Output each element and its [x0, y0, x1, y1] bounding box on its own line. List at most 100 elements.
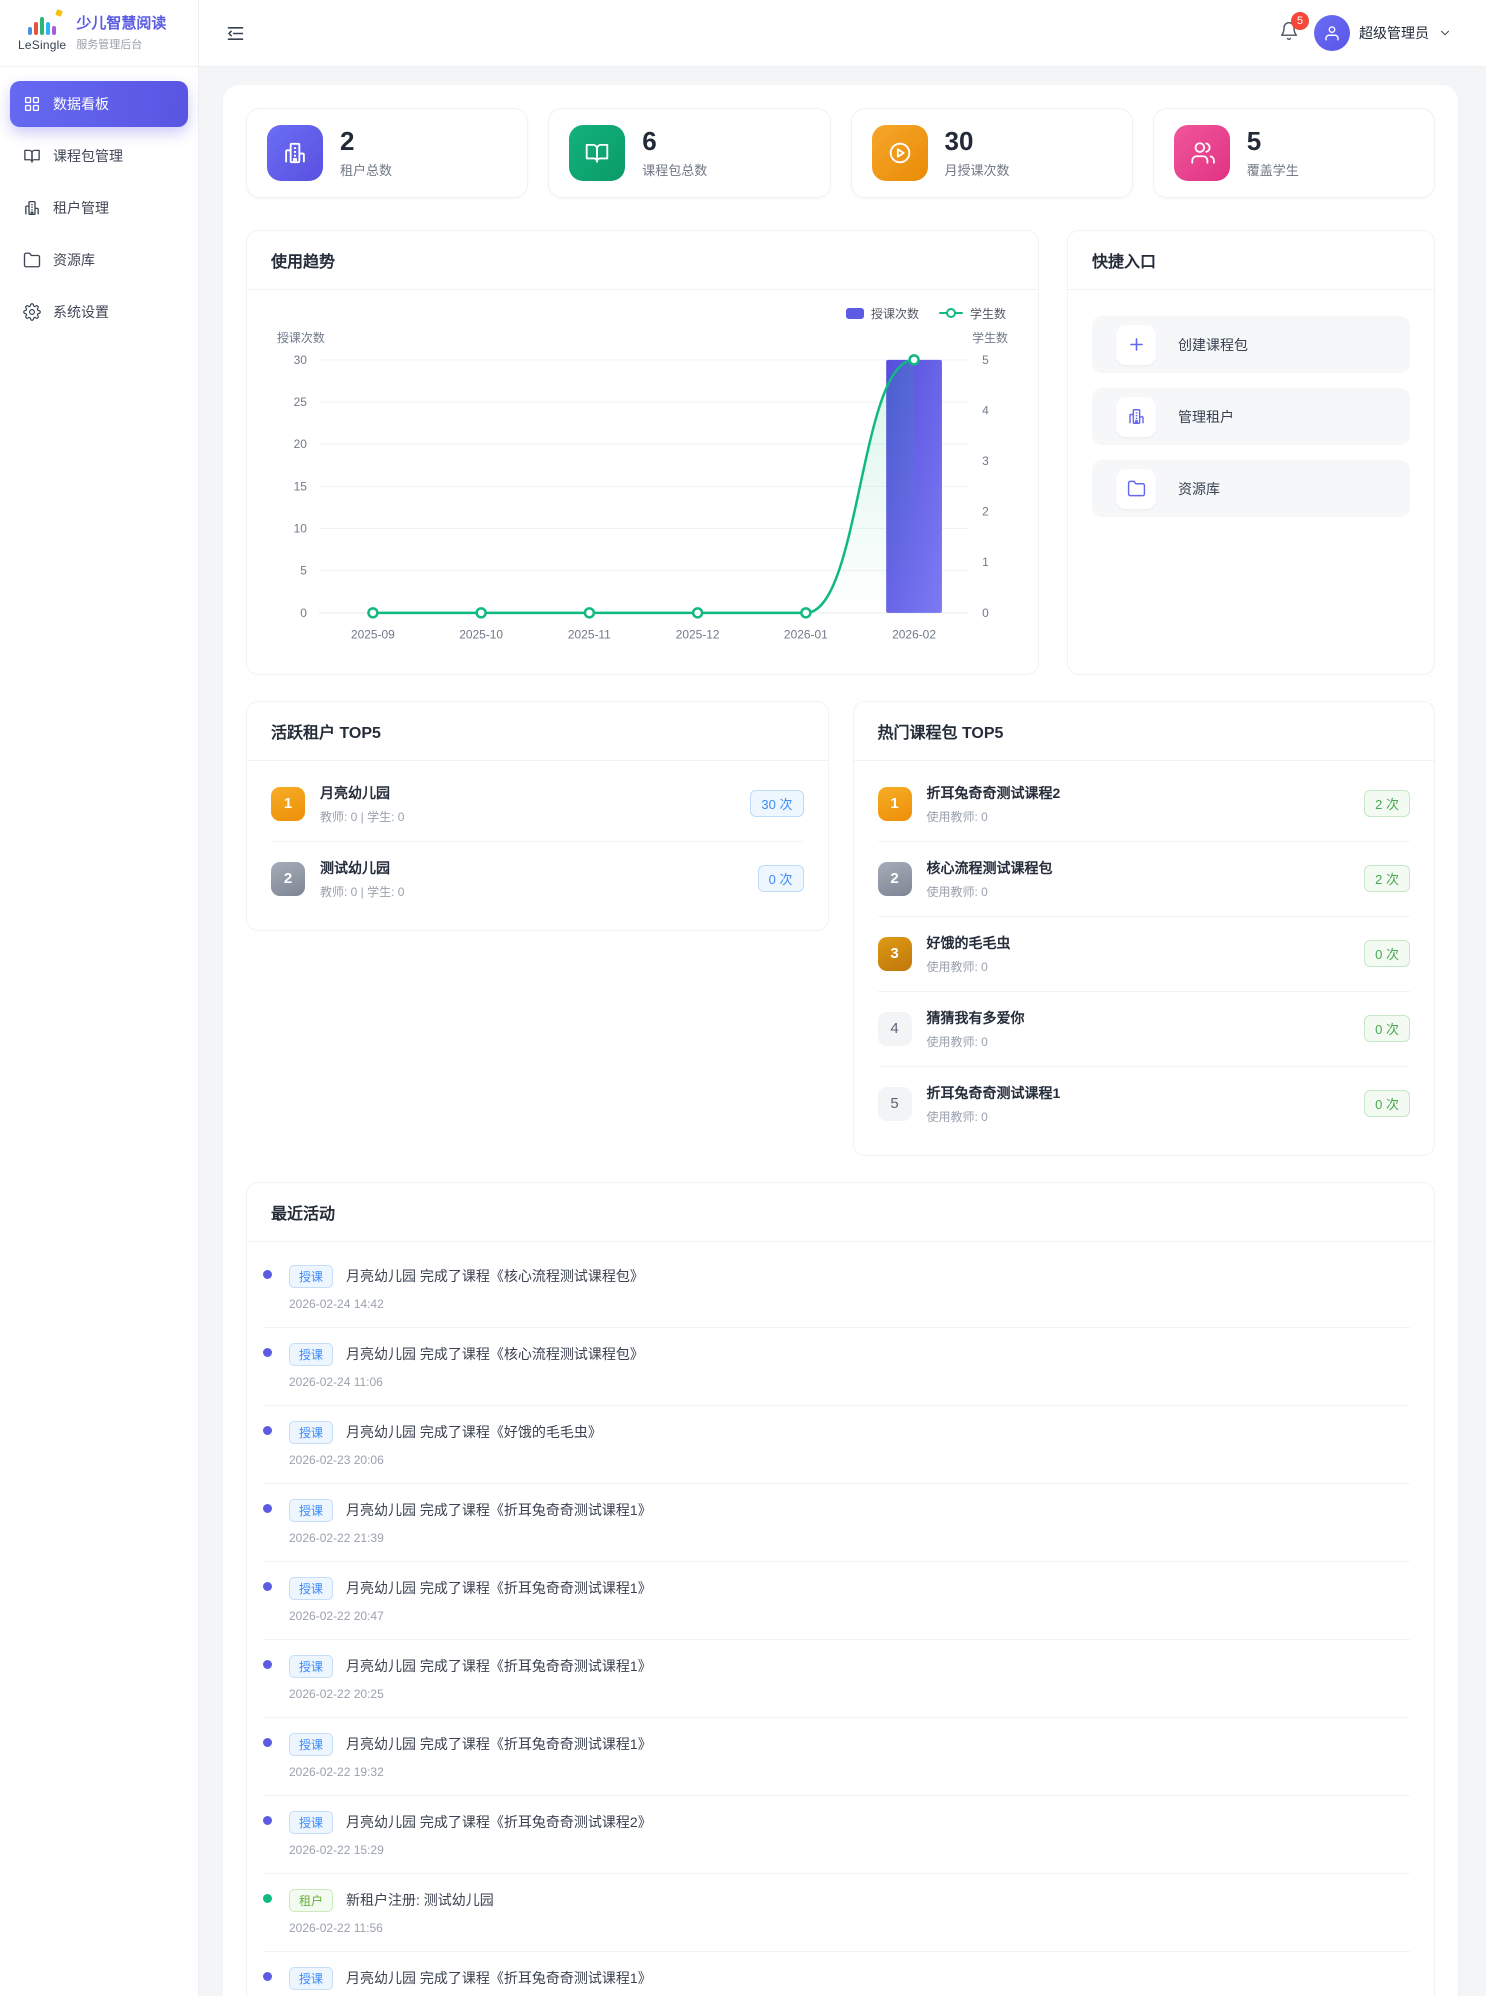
usage-trend-card: 使用趋势 授课次数 学生数 0 5 10 15 20 25 30 0 1 2 3 4 5 授课次数 学生数 2…	[246, 230, 1039, 675]
activity-time: 2026-02-23 20:06	[289, 1452, 384, 1467]
activity-time: 2026-02-24 11:06	[289, 1374, 383, 1389]
activity-text: 月亮幼儿园 完成了课程《折耳兔奇奇测试课程1》	[346, 1502, 652, 1519]
activity-time: 2026-02-22 15:29	[289, 1842, 384, 1857]
collapse-icon	[227, 26, 244, 40]
book-icon	[24, 149, 40, 163]
active-tenants-list: 1 月亮幼儿园 教师: 0 | 学生: 0 30 次 2 测试幼儿园 教师: 0 | 学生:…	[247, 761, 828, 930]
play-icon	[871, 125, 928, 181]
activity-dot	[263, 1269, 272, 1279]
quick-item-manage-tenants[interactable]: 管理租户	[1092, 388, 1410, 445]
usage-count-chip: 0 次	[1364, 1015, 1410, 1043]
rank-name: 折耳兔奇奇测试课程1	[926, 1084, 1061, 1101]
usage-trend-chart: 0 5 10 15 20 25 30 0 1 2 3 4 5 授课次数 学生数 2025-09 2025-10 2…	[277, 330, 1008, 642]
activity-text: 月亮幼儿园 完成了课程《折耳兔奇奇测试课程1》	[346, 1658, 652, 1675]
svg-text:2025-10: 2025-10	[459, 628, 503, 642]
quick-item-create-course[interactable]: 创建课程包	[1092, 316, 1410, 373]
stats-row: 2 租户总数 6 课程包总数	[246, 108, 1435, 198]
sidebar-item-label: 课程包管理	[53, 148, 123, 164]
stat-card-monthly-lessons: 30 月授课次数	[850, 108, 1133, 198]
activity-tag: 授课	[289, 1576, 334, 1600]
activity-text: 月亮幼儿园 完成了课程《好饿的毛毛虫》	[346, 1424, 602, 1441]
usage-count-chip: 30 次	[750, 790, 804, 818]
hot-courses-card: 热门课程包 TOP5 1 折耳兔奇奇测试课程2 使用教师: 0 2 次 2 核心流程测试课…	[852, 700, 1435, 1156]
stat-card-courses: 6 课程包总数	[548, 108, 831, 198]
course-row: 5 折耳兔奇奇测试课程1 使用教师: 0 0 次	[877, 1067, 1410, 1141]
sidebar-item-dashboard[interactable]: 数据看板	[10, 81, 188, 127]
quick-item-label: 创建课程包	[1178, 336, 1248, 353]
rank-meta: 使用教师: 0	[926, 884, 988, 899]
activity-dot	[263, 1737, 272, 1747]
activity-time: 2026-02-24 14:42	[289, 1296, 384, 1311]
top-bar: 5 超级管理员	[199, 0, 1486, 67]
chart-legend: 授课次数 学生数	[269, 302, 1016, 324]
activity-row: 授课 月亮幼儿园 完成了课程《折耳兔奇奇测试课程1》 2026-02-22 20:2…	[263, 1640, 1410, 1718]
activity-tag: 授课	[289, 1654, 334, 1678]
quick-item-resources[interactable]: 资源库	[1092, 460, 1410, 517]
app-title: 少儿智慧阅读	[76, 14, 167, 32]
activity-tag: 授课	[289, 1420, 334, 1444]
svg-text:0: 0	[982, 606, 989, 620]
gear-icon	[23, 303, 41, 321]
svg-text:2025-09: 2025-09	[351, 628, 395, 642]
recent-activity-title: 最近活动	[247, 1183, 1434, 1242]
course-row: 3 好饿的毛毛虫 使用教师: 0 0 次	[877, 917, 1410, 992]
svg-text:4: 4	[982, 403, 989, 417]
legend-item-students: 学生数	[938, 305, 1006, 322]
lesingle-logo: LeSingle	[18, 8, 66, 52]
usage-count-chip: 0 次	[1364, 940, 1410, 968]
rank-badge: 5	[877, 1086, 912, 1121]
user-menu[interactable]: 超级管理员	[1314, 15, 1452, 51]
activity-dot	[263, 1815, 272, 1825]
sidebar-collapse-button[interactable]	[225, 23, 246, 44]
activity-tag: 授课	[289, 1264, 334, 1288]
sidebar-item-resources[interactable]: 资源库	[10, 237, 188, 283]
sidebar-item-tenants[interactable]: 租户管理	[10, 185, 188, 231]
app-subtitle: 服务管理后台	[76, 38, 143, 51]
stat-value: 30	[944, 125, 974, 156]
activity-dot	[263, 1503, 272, 1513]
sidebar: LeSingle 少儿智慧阅读 服务管理后台 数据看板 课程包管理 租户管理	[0, 0, 199, 1996]
svg-text:15: 15	[294, 479, 308, 493]
activity-time: 2026-02-22 20:25	[289, 1686, 384, 1701]
rank-badge: 1	[877, 786, 912, 821]
activity-text: 月亮幼儿园 完成了课程《折耳兔奇奇测试课程1》	[346, 1970, 652, 1987]
activity-row: 授课 月亮幼儿园 完成了课程《核心流程测试课程包》 2026-02-24 11:06	[263, 1328, 1410, 1406]
rank-meta: 使用教师: 0	[926, 809, 988, 824]
activity-row: 授课 月亮幼儿园 完成了课程《折耳兔奇奇测试课程1》 2026-02-22 21:3…	[263, 1484, 1410, 1562]
course-row: 4 猜猜我有多爱你 使用教师: 0 0 次	[877, 992, 1410, 1067]
rank-badge: 2	[271, 861, 305, 896]
rank-name: 猜猜我有多爱你	[926, 1009, 1025, 1026]
svg-text:10: 10	[294, 521, 308, 535]
stat-label: 覆盖学生	[1246, 163, 1299, 179]
sidebar-item-course-packages[interactable]: 课程包管理	[10, 133, 188, 179]
recent-activity-list: 授课 月亮幼儿园 完成了课程《核心流程测试课程包》 2026-02-24 14:42…	[247, 1242, 1434, 1996]
rank-name: 好饿的毛毛虫	[926, 934, 1011, 951]
folder-icon	[23, 252, 41, 268]
rank-name: 核心流程测试课程包	[926, 859, 1053, 876]
rank-meta: 教师: 0 | 学生: 0	[320, 884, 405, 899]
course-row: 1 折耳兔奇奇测试课程2 使用教师: 0 2 次	[877, 767, 1410, 842]
tenant-row: 2 测试幼儿园 教师: 0 | 学生: 0 0 次	[271, 842, 804, 916]
stat-card-tenants: 2 租户总数	[246, 108, 529, 198]
quick-entry-card: 快捷入口 创建课程包	[1067, 230, 1435, 675]
rank-meta: 使用教师: 0	[926, 959, 988, 974]
rank-badge: 4	[877, 1011, 912, 1046]
rank-badge: 3	[877, 936, 912, 971]
rank-meta: 教师: 0 | 学生: 0	[320, 809, 405, 824]
svg-text:2026-01: 2026-01	[784, 628, 828, 642]
activity-text: 月亮幼儿园 完成了课程《核心流程测试课程包》	[346, 1346, 644, 1363]
chevron-down-icon	[1438, 26, 1452, 40]
sidebar-item-settings[interactable]: 系统设置	[10, 289, 188, 335]
active-tenants-title: 活跃租户 TOP5	[247, 702, 828, 761]
stat-label: 月授课次数	[944, 163, 1010, 179]
bell-icon	[1280, 21, 1298, 40]
notifications-button[interactable]: 5	[1279, 11, 1309, 46]
svg-text:30: 30	[294, 353, 308, 367]
svg-text:1: 1	[982, 555, 989, 569]
notification-badge: 5	[1291, 11, 1309, 30]
stat-value: 6	[642, 125, 657, 156]
svg-text:25: 25	[294, 395, 308, 409]
folder-icon	[1116, 468, 1156, 509]
